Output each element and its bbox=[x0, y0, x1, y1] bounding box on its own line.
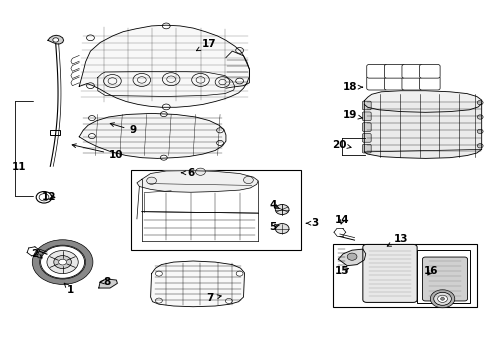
Polygon shape bbox=[364, 91, 481, 112]
FancyBboxPatch shape bbox=[362, 144, 370, 153]
Text: 20: 20 bbox=[332, 140, 350, 150]
FancyBboxPatch shape bbox=[362, 101, 370, 110]
Text: 11: 11 bbox=[12, 162, 27, 172]
Circle shape bbox=[225, 298, 232, 303]
Text: 16: 16 bbox=[423, 266, 438, 276]
FancyBboxPatch shape bbox=[419, 76, 439, 90]
Circle shape bbox=[86, 35, 94, 41]
Circle shape bbox=[433, 292, 450, 305]
FancyBboxPatch shape bbox=[401, 76, 422, 90]
Polygon shape bbox=[79, 113, 225, 158]
Circle shape bbox=[155, 271, 162, 276]
Text: 14: 14 bbox=[334, 215, 349, 225]
FancyBboxPatch shape bbox=[362, 123, 370, 131]
Circle shape bbox=[275, 224, 288, 234]
Circle shape bbox=[236, 271, 243, 276]
FancyBboxPatch shape bbox=[362, 134, 370, 142]
Text: 5: 5 bbox=[269, 222, 279, 232]
Bar bbox=[131, 170, 301, 250]
Circle shape bbox=[146, 177, 156, 184]
Circle shape bbox=[235, 48, 243, 53]
Wedge shape bbox=[32, 240, 93, 284]
Circle shape bbox=[275, 204, 288, 215]
Text: 7: 7 bbox=[206, 293, 221, 303]
FancyBboxPatch shape bbox=[419, 64, 439, 78]
Text: 13: 13 bbox=[386, 234, 407, 246]
Circle shape bbox=[47, 251, 78, 274]
Circle shape bbox=[162, 104, 170, 110]
FancyBboxPatch shape bbox=[362, 112, 370, 121]
Polygon shape bbox=[48, 35, 63, 44]
Text: 15: 15 bbox=[334, 266, 349, 276]
FancyBboxPatch shape bbox=[384, 76, 404, 90]
Circle shape bbox=[440, 297, 444, 300]
Text: 18: 18 bbox=[342, 82, 362, 92]
Polygon shape bbox=[150, 261, 244, 307]
Circle shape bbox=[195, 168, 205, 175]
FancyBboxPatch shape bbox=[422, 257, 467, 301]
Polygon shape bbox=[364, 104, 481, 158]
Text: 9: 9 bbox=[110, 123, 136, 135]
Circle shape bbox=[243, 176, 253, 184]
Text: 6: 6 bbox=[181, 168, 194, 178]
Circle shape bbox=[235, 78, 243, 84]
Circle shape bbox=[476, 129, 482, 134]
Circle shape bbox=[476, 144, 482, 148]
Circle shape bbox=[437, 295, 447, 302]
Circle shape bbox=[476, 115, 482, 119]
Text: 4: 4 bbox=[268, 200, 279, 210]
Circle shape bbox=[88, 134, 95, 139]
Circle shape bbox=[216, 128, 223, 133]
Text: 1: 1 bbox=[64, 283, 74, 295]
FancyBboxPatch shape bbox=[384, 64, 404, 78]
Circle shape bbox=[162, 23, 170, 29]
FancyBboxPatch shape bbox=[362, 244, 416, 302]
FancyBboxPatch shape bbox=[366, 76, 386, 90]
Circle shape bbox=[59, 259, 66, 265]
Circle shape bbox=[54, 256, 71, 269]
Text: 12: 12 bbox=[41, 192, 56, 202]
Circle shape bbox=[160, 155, 167, 160]
Text: 10: 10 bbox=[72, 144, 123, 160]
Bar bbox=[416, 250, 469, 303]
Bar bbox=[50, 130, 60, 135]
Text: 17: 17 bbox=[196, 39, 216, 51]
Text: 3: 3 bbox=[305, 218, 318, 228]
Circle shape bbox=[160, 112, 167, 117]
Bar bbox=[332, 244, 476, 307]
Circle shape bbox=[346, 253, 356, 260]
Circle shape bbox=[53, 38, 59, 42]
Circle shape bbox=[476, 100, 482, 105]
Text: 2: 2 bbox=[32, 249, 42, 259]
Circle shape bbox=[86, 83, 94, 89]
Polygon shape bbox=[99, 279, 117, 288]
Text: 8: 8 bbox=[100, 276, 110, 287]
Circle shape bbox=[88, 116, 95, 121]
Polygon shape bbox=[79, 25, 249, 107]
FancyBboxPatch shape bbox=[366, 64, 386, 78]
FancyBboxPatch shape bbox=[401, 64, 422, 78]
Wedge shape bbox=[429, 290, 454, 308]
Polygon shape bbox=[338, 249, 365, 266]
Circle shape bbox=[216, 140, 223, 145]
Text: 19: 19 bbox=[342, 110, 362, 120]
Polygon shape bbox=[137, 171, 258, 192]
Circle shape bbox=[155, 298, 162, 303]
